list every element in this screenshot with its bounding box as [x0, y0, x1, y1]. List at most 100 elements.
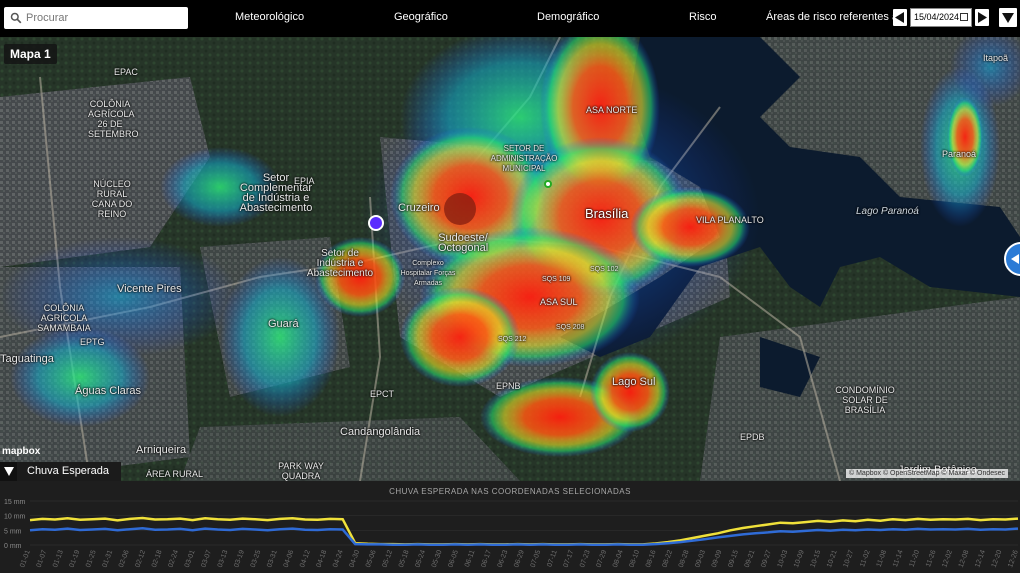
x-tick-label: 06-11 — [464, 549, 477, 568]
place-label: SQS 212 — [498, 336, 527, 343]
place-label: Arniqueira — [136, 444, 187, 456]
road-label: EPIA — [294, 176, 315, 186]
place-label: Candangolândia — [340, 426, 421, 438]
x-tick-label: 05-30 — [431, 549, 444, 568]
triangle-down-icon — [1002, 13, 1014, 23]
x-tick-label: 01-01 — [19, 549, 32, 568]
x-tick-label: 04-24 — [332, 549, 345, 568]
place-label: Águas Claras — [75, 385, 142, 397]
place-label: SETOR DE ADMINISTRAÇÃO MUNICIPAL — [490, 144, 558, 173]
series-line-yellow — [29, 516, 1019, 546]
satellite-basemap — [0, 37, 1020, 481]
x-tick-label: 06-05 — [447, 549, 460, 568]
place-label: ASA NORTE — [586, 105, 638, 115]
search-icon — [10, 12, 22, 24]
x-tick-label: 10-03 — [777, 549, 790, 568]
x-tick-label: 01-25 — [85, 549, 98, 568]
map-view[interactable]: Mapa 1 EPAC COLÔNIA AGRÍCOLA 26 DE SETEM… — [0, 37, 1020, 481]
nav-demografico[interactable]: Demográfico — [537, 11, 600, 23]
lake-label: Lago Paranoá — [856, 206, 919, 217]
place-label: Complexo Hospitalar Forças Armadas — [400, 260, 456, 287]
x-tick-label: 09-09 — [711, 549, 724, 568]
map-attribution[interactable]: © Mapbox © OpenStreetMap © Maxar © Ondes… — [846, 469, 1009, 478]
x-tick-label: 11-14 — [892, 549, 905, 568]
series-line-blue — [29, 527, 1019, 546]
x-tick-label: 11-08 — [876, 549, 889, 568]
calendar-icon — [960, 13, 968, 21]
selected-location-marker[interactable] — [368, 215, 384, 231]
place-label: NÚCLEO RURAL CANA DO REINO — [91, 179, 133, 219]
map-title-badge: Mapa 1 — [4, 44, 57, 64]
place-label: SQS 109 — [542, 276, 571, 283]
risk-date-label: Áreas de risco referentes a — [766, 11, 899, 23]
next-date-button[interactable] — [975, 9, 989, 26]
previous-date-button[interactable] — [893, 9, 907, 26]
x-tick-label: 08-22 — [661, 549, 674, 568]
x-tick-label: 06-17 — [480, 549, 493, 568]
x-tick-label: 10-09 — [793, 549, 806, 568]
x-tick-label: 06-23 — [497, 549, 510, 568]
search-input[interactable] — [26, 8, 184, 27]
road-label: EPTG — [80, 337, 105, 347]
place-label: Guará — [268, 318, 299, 330]
x-tick-label: 03-31 — [266, 549, 279, 568]
mapbox-logo[interactable]: mapbox — [2, 446, 41, 457]
x-tick-label: 02-24 — [167, 549, 180, 568]
chart-title: CHUVA ESPERADA NAS COORDENADAS SELECIONA… — [389, 487, 631, 496]
rain-chart-panel: CHUVA ESPERADA NAS COORDENADAS SELECIONA… — [0, 481, 1020, 573]
place-label: Sudoeste/ Octogonal — [438, 232, 489, 254]
x-tick-label: 03-25 — [250, 549, 263, 568]
x-tick-label: 11-02 — [859, 549, 872, 568]
date-picker[interactable]: 15/04/2024 — [910, 8, 972, 27]
x-tick-label: 07-29 — [596, 549, 609, 568]
y-tick-label: 15 mm — [4, 499, 26, 506]
x-tick-label: 03-13 — [217, 549, 230, 568]
triangle-left-icon — [1011, 254, 1019, 264]
x-tick-label: 02-18 — [151, 549, 164, 568]
place-label: Itapoã — [983, 53, 1009, 63]
date-value: 15/04/2024 — [914, 12, 960, 22]
triangle-down-icon — [3, 467, 14, 476]
x-tick-label: 05-24 — [414, 549, 427, 568]
x-tick-label: 03-07 — [200, 549, 213, 568]
place-label: EPAC — [114, 67, 138, 77]
rain-heatmap — [0, 37, 1020, 457]
nav-geografico[interactable]: Geográfico — [394, 11, 448, 23]
triangle-right-icon — [978, 12, 987, 23]
y-tick-label: 10 mm — [4, 514, 26, 521]
nav-meteorologico[interactable]: Meteorológico — [235, 11, 305, 23]
x-tick-label: 09-27 — [760, 549, 773, 568]
road-label: EPCT — [370, 389, 395, 399]
x-tick-label: 08-28 — [678, 549, 691, 568]
place-label: PARK WAY QUADRA 05 — [278, 461, 324, 481]
x-tick-label: 08-04 — [612, 549, 625, 568]
place-label: Setor Complementar de Indústria e Abaste… — [239, 172, 313, 214]
x-tick-label: 07-17 — [563, 549, 576, 568]
place-label: SQS 102 — [590, 266, 619, 273]
search-box[interactable] — [4, 7, 188, 29]
triangle-left-icon — [895, 12, 904, 23]
x-tick-label: 02-06 — [118, 549, 131, 568]
x-tick-label: 04-18 — [316, 549, 329, 568]
x-tick-label: 10-15 — [810, 549, 823, 568]
place-label: Cruzeiro — [398, 202, 440, 214]
chart-layer-tab[interactable]: Chuva Esperada — [0, 462, 121, 481]
x-tick-label: 07-11 — [546, 549, 559, 568]
x-tick-label: 09-21 — [744, 549, 757, 568]
x-tick-label: 12-08 — [958, 549, 971, 568]
x-tick-label: 02-12 — [134, 549, 147, 568]
x-tick-label: 07-05 — [530, 549, 543, 568]
x-tick-label: 12-20 — [991, 549, 1004, 568]
place-label: SQS 208 — [556, 324, 585, 331]
place-label: ASA SUL — [540, 297, 578, 307]
x-tick-label: 03-19 — [233, 549, 246, 568]
collapse-chart-button[interactable] — [0, 462, 17, 481]
x-tick-label: 12-02 — [941, 549, 954, 568]
dropdown-menu-button[interactable] — [999, 8, 1017, 27]
x-tick-label: 05-12 — [381, 549, 394, 568]
place-label: CONDOMÍNIO SOLAR DE BRASÍLIA — [835, 385, 895, 415]
nav-risco[interactable]: Risco — [689, 11, 717, 23]
x-tick-label: 10-27 — [843, 549, 856, 568]
x-tick-label: 12-14 — [974, 549, 987, 568]
